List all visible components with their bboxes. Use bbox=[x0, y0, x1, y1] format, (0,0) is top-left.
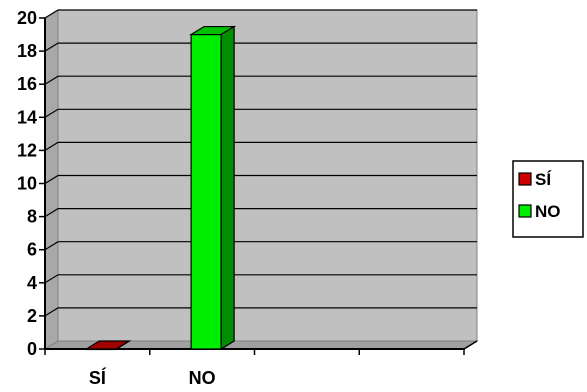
gridline bbox=[44, 141, 477, 151]
gridline bbox=[44, 241, 477, 251]
x-tick-label: SÍ bbox=[89, 367, 107, 388]
gridline bbox=[44, 108, 477, 118]
y-tick-label: 2 bbox=[27, 306, 37, 326]
legend-label: NO bbox=[535, 202, 561, 221]
legend-swatch bbox=[518, 204, 532, 218]
y-tick-label: 8 bbox=[27, 207, 37, 227]
y-tick-label: 4 bbox=[27, 273, 37, 293]
gridline bbox=[44, 307, 477, 317]
gridline bbox=[44, 9, 477, 19]
y-tick-label: 20 bbox=[17, 8, 37, 28]
y-tick-label: 6 bbox=[27, 240, 37, 260]
x-axis-depth bbox=[463, 340, 478, 350]
gridline bbox=[44, 208, 477, 218]
plot-area bbox=[43, 9, 479, 350]
y-tick-label: 16 bbox=[17, 74, 37, 94]
legend-label: SÍ bbox=[535, 170, 552, 189]
y-tick-label: 18 bbox=[17, 41, 37, 61]
y-tick-label: 10 bbox=[17, 174, 37, 194]
y-tick-label: 14 bbox=[17, 107, 37, 127]
gridlines bbox=[44, 9, 477, 317]
x-axis-ticks: SÍ NO bbox=[44, 349, 465, 388]
gridline bbox=[44, 274, 477, 284]
legend: SÍ NO bbox=[512, 160, 584, 238]
gridline bbox=[44, 75, 477, 85]
bar-side bbox=[116, 340, 130, 350]
bar bbox=[189, 25, 237, 351]
y-axis-ticks: 0 2 4 6 8 10 12 14 16 18 20 bbox=[17, 8, 45, 359]
x-tick-label: NO bbox=[189, 368, 216, 388]
legend-swatch bbox=[518, 172, 532, 186]
y-tick-label: 0 bbox=[27, 339, 37, 359]
bar bbox=[84, 340, 132, 351]
bar-side bbox=[220, 25, 235, 351]
gridline bbox=[44, 42, 477, 52]
bars bbox=[84, 25, 237, 351]
y-tick-label: 12 bbox=[17, 140, 37, 160]
gridline bbox=[44, 174, 477, 185]
bar-front bbox=[190, 33, 222, 350]
